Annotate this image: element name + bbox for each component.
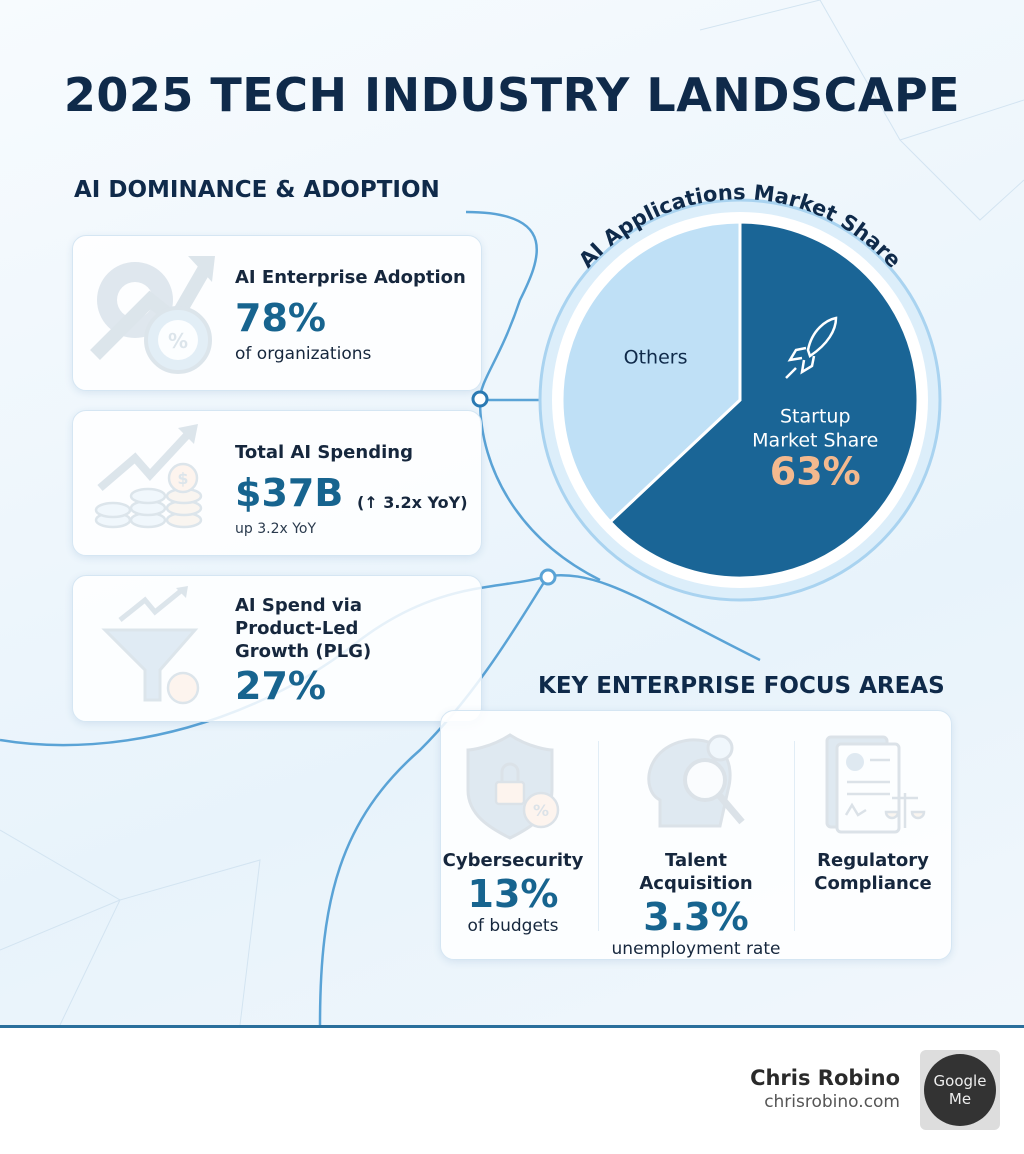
slice-label: Others [624,346,688,368]
focus-item: Regulatory Compliance [803,849,943,895]
focus-note: unemployment rate [611,939,781,959]
stat-card: AI Enterprise Adoption 78% of organizati… [72,235,482,391]
focus-label: Regulatory Compliance [814,850,932,894]
pie-slice [560,220,742,524]
stat-card: Total AI Spending $37B (↑ 3.2x YoY) up 3… [72,410,482,556]
logo-box: Google Me [920,1050,1000,1130]
card-note: of organizations [235,344,372,364]
card-stat-note: (↑ 3.2x YoY) [357,493,468,512]
focus-card: Cybersecurity 13% of budgets Talent Acqu… [440,710,952,960]
focus-stat: 3.3% [643,895,749,939]
card-stat: 78% [235,296,326,340]
pie-slice [608,220,920,580]
focus-item: Talent Acquisition 3.3% unemployment rat… [611,849,781,959]
focus-label: Cybersecurity [442,850,584,871]
section-heading: AI DOMINANCE & ADOPTION [74,177,440,203]
stat-card: AI Spend via Product-Led Growth (PLG) 27… [72,575,482,722]
focus-label: Talent Acquisition [639,850,753,894]
card-label: AI Spend via Product-Led Growth (PLG) [235,595,372,662]
footer: Chris Robino chrisrobino.com Google Me [0,1025,1024,1154]
focus-item: Cybersecurity 13% of budgets [428,849,598,936]
section-heading: KEY ENTERPRISE FOCUS AREAS [538,673,945,699]
card-stat: 27% [235,664,326,708]
logo: Google Me [924,1054,996,1126]
card-label: AI Enterprise Adoption [235,267,466,288]
author-name: Chris Robino [750,1066,900,1090]
slice-label: Startup Market Share [752,406,878,452]
focus-stat: 13% [467,872,559,916]
author-site: chrisrobino.com [764,1092,900,1112]
slice-value-label: 63% [770,450,861,494]
page-title: 2025 TECH INDUSTRY LANDSCAPE [63,68,961,122]
focus-note: of budgets [467,916,559,936]
card-label: Total AI Spending [235,442,413,463]
card-note: up 3.2x YoY [235,521,317,537]
rocket-icon [785,316,838,379]
card-stat: $37B [235,471,344,515]
